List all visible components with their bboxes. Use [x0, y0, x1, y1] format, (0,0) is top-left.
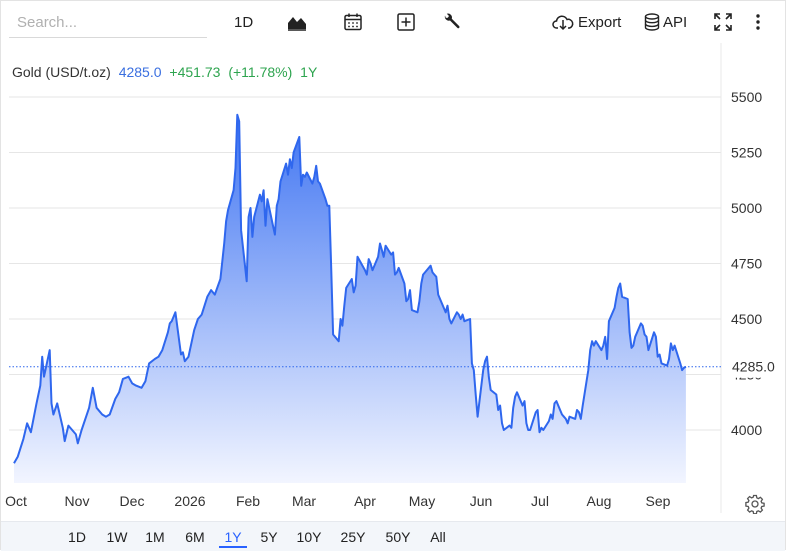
x-tick-label: Sep: [646, 493, 671, 509]
price-line: [13, 113, 687, 464]
chart-type-button[interactable]: [287, 9, 307, 35]
price-area-fill: [14, 114, 686, 484]
legend-instrument-name: Gold (USD/t.oz): [12, 64, 111, 80]
area-chart-icon: [287, 13, 307, 31]
period-selector: 1D 1W 1M 6M 1Y 5Y 10Y 25Y 50Y All: [1, 521, 785, 551]
legend-last-value: 4285.0: [118, 64, 162, 80]
chart-toolbar: 1D: [1, 1, 785, 43]
period-1d[interactable]: 1D: [68, 529, 86, 545]
fullscreen-icon: [713, 12, 733, 32]
period-6m[interactable]: 6M: [185, 529, 205, 545]
period-1w[interactable]: 1W: [106, 529, 128, 545]
y-tick-label: 5500: [731, 89, 762, 105]
export-button[interactable]: Export: [552, 9, 621, 35]
period-10y[interactable]: 10Y: [296, 529, 322, 545]
search-input[interactable]: [9, 8, 207, 38]
x-tick-label: Feb: [236, 493, 260, 509]
y-tick-label: 4000: [731, 422, 762, 438]
indicators-button[interactable]: [442, 9, 462, 35]
x-tick-label: Aug: [587, 493, 612, 509]
x-tick-label: Mar: [292, 493, 316, 509]
wrench-icon: [442, 12, 462, 32]
period-1y[interactable]: 1Y: [219, 526, 247, 548]
price-chart[interactable]: 40004250450047505000525055004285.0OctNov…: [1, 43, 785, 513]
period-all[interactable]: All: [430, 529, 446, 545]
gear-icon: [745, 494, 765, 518]
export-label: Export: [578, 13, 622, 31]
plus-box-icon: [396, 12, 416, 32]
x-tick-label: Dec: [120, 493, 145, 509]
legend-period: 1Y: [300, 64, 318, 80]
more-menu-button[interactable]: [753, 9, 763, 35]
period-1m[interactable]: 1M: [145, 529, 165, 545]
more-vertical-icon: [753, 12, 763, 32]
legend-percent: (+11.78%): [228, 64, 293, 80]
compare-button[interactable]: [396, 9, 416, 35]
x-tick-label: Jun: [470, 493, 493, 509]
x-tick-label: Oct: [5, 493, 27, 509]
period-50y[interactable]: 50Y: [385, 529, 411, 545]
x-tick-label: Nov: [65, 493, 90, 509]
database-icon: [644, 13, 660, 31]
last-price-label-bg: [723, 355, 783, 378]
period-5y[interactable]: 5Y: [260, 529, 278, 545]
legend-change: +451.73: [169, 64, 221, 80]
x-tick-label: May: [409, 493, 435, 509]
last-price-label: 4285.0: [732, 359, 775, 375]
y-tick-label: 5250: [731, 145, 762, 161]
y-tick-label: 4500: [731, 311, 762, 327]
x-tick-label: Jul: [531, 493, 549, 509]
chart-settings-button[interactable]: [745, 494, 765, 515]
api-button[interactable]: API: [644, 9, 687, 35]
chart-legend: Gold (USD/t.oz) 4285.0 +451.73 (+11.78%)…: [12, 64, 317, 80]
period-25y[interactable]: 25Y: [340, 529, 366, 545]
calendar-icon: [343, 12, 363, 32]
cloud-download-icon: [552, 13, 574, 31]
interval-button[interactable]: 1D: [234, 9, 253, 35]
interval-label: 1D: [234, 13, 254, 31]
y-tick-label: 4750: [731, 256, 762, 272]
api-label: API: [663, 13, 688, 31]
x-tick-label: 2026: [174, 493, 205, 509]
fullscreen-button[interactable]: [713, 9, 733, 35]
x-tick-label: Apr: [354, 493, 376, 509]
y-tick-label: 5000: [731, 200, 762, 216]
date-range-button[interactable]: [343, 9, 363, 35]
